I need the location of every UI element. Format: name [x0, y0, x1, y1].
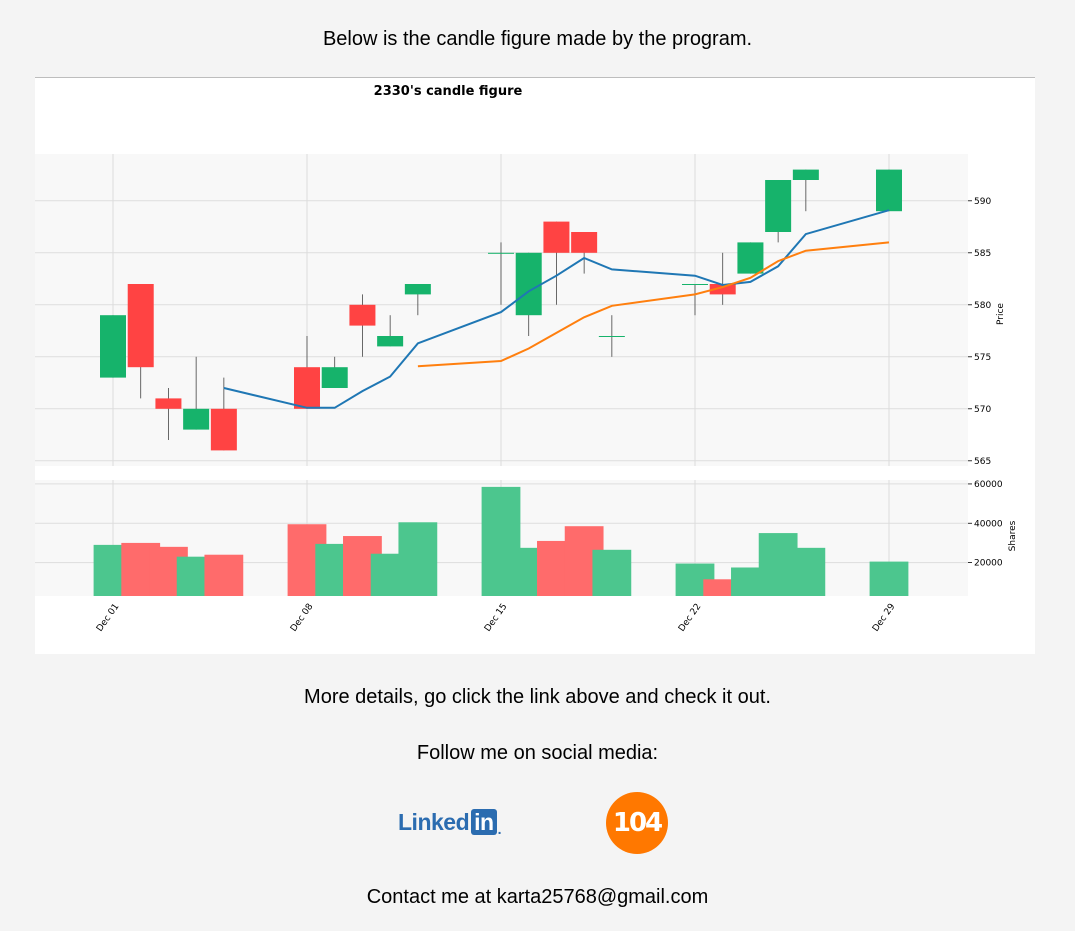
- volume-tick-label: 20000: [974, 559, 1003, 569]
- candle-up: [321, 367, 348, 388]
- candle-up: [487, 252, 514, 254]
- x-tick-label: Dec 01: [95, 602, 121, 634]
- candlestick-chart: 2330's candle figure 565 570 575 580 585 590 2…: [35, 84, 1018, 634]
- badge-104-text: 104: [612, 808, 663, 838]
- candle-down: [210, 408, 237, 451]
- x-tick-label: Dec 15: [483, 602, 509, 634]
- candle-down: [127, 284, 154, 368]
- candle-up: [598, 336, 625, 337]
- x-tick-label: Dec 22: [677, 602, 703, 634]
- price-tick-label: 585: [974, 249, 991, 259]
- moving-average-long-line: [417, 241, 890, 368]
- candle-up: [183, 408, 210, 430]
- chart-title: 2330's candle figure: [374, 84, 523, 99]
- candle-down: [709, 284, 736, 295]
- candle-up: [100, 315, 126, 378]
- linkedin-word: Linked: [398, 808, 470, 835]
- moving-averages: [223, 209, 890, 409]
- price-tick-label: 565: [974, 457, 991, 467]
- linkedin-in-box: in: [471, 809, 497, 835]
- price-tick-label: 590: [974, 197, 991, 207]
- candle-down: [571, 232, 598, 253]
- 104-logo-icon[interactable]: 104: [606, 792, 668, 854]
- volume-axis-title: Shares: [1008, 520, 1018, 551]
- candle-figure: 2330's candle figure 565 570 575 580 585 590 2…: [35, 77, 1035, 654]
- price-tick-label: 580: [974, 301, 991, 311]
- candles: [100, 169, 902, 451]
- candle-up: [515, 252, 542, 316]
- candle-up: [765, 180, 792, 232]
- price-tick-label: 570: [974, 405, 991, 415]
- x-tick-label: Dec 08: [289, 602, 316, 634]
- linkedin-dot: .: [497, 821, 502, 837]
- volume-tick-label: 40000: [974, 519, 1003, 529]
- volume-bars: [93, 486, 909, 596]
- volume-bar: [398, 522, 438, 596]
- intro-text: Below is the candle figure made by the p…: [322, 28, 753, 50]
- price-axis-title: Price: [996, 303, 1006, 325]
- candle-up: [681, 284, 708, 285]
- follow-text: Follow me on social media:: [416, 742, 659, 764]
- volume-bar: [592, 549, 632, 596]
- details-text: More details, go click the link above an…: [304, 686, 771, 708]
- candle-down: [349, 304, 376, 326]
- linkedin-logo-icon[interactable]: Linked in.: [398, 807, 502, 838]
- price-tick-label: 575: [974, 353, 991, 363]
- volume-bar: [786, 547, 826, 596]
- volume-tick-label: 60000: [974, 480, 1003, 490]
- volume-bar: [869, 561, 909, 596]
- candle-down: [543, 221, 570, 253]
- candle-down: [155, 398, 182, 409]
- volume-bar: [204, 554, 244, 596]
- contact-text: Contact me at karta25768@gmail.com: [366, 886, 709, 908]
- x-tick-label: Dec 29: [871, 602, 898, 634]
- candle-up: [404, 284, 431, 295]
- candle-up: [737, 242, 764, 274]
- moving-average-short-line: [223, 209, 890, 409]
- candle-up: [377, 336, 404, 347]
- candle-up: [792, 169, 819, 180]
- candle-up: [875, 169, 902, 212]
- candle-down: [293, 367, 320, 409]
